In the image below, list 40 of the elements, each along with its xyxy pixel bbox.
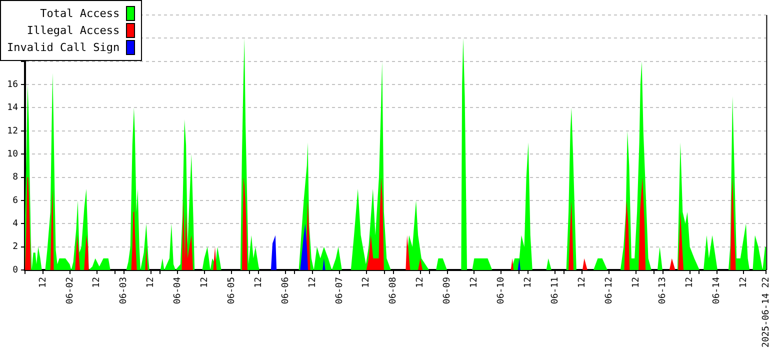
x-tick-label: 06-09	[442, 277, 453, 304]
x-tick-label: 12	[362, 277, 372, 288]
x-tick-label: 06-14	[712, 277, 722, 304]
y-tick-label: 14	[7, 103, 18, 114]
x-tick-label: 12	[523, 277, 534, 288]
x-tick-label: 06-05	[226, 277, 237, 304]
x-tick-label: 12	[577, 277, 588, 288]
x-tick-label: 06-03	[119, 277, 130, 304]
y-tick-label: 8	[12, 172, 18, 183]
x-tick-label: 06-07	[334, 277, 345, 304]
legend-label: Illegal Access	[26, 23, 120, 39]
legend-label: Total Access	[40, 6, 120, 22]
x-tick-label: 06-10	[496, 277, 507, 304]
y-tick-label: 10	[7, 149, 18, 160]
x-tick-label: 12	[38, 277, 48, 288]
x-tick-label: 12	[631, 277, 642, 288]
y-tick-label: 2	[12, 242, 18, 252]
x-tick-label: 06-08	[388, 277, 399, 304]
y-tick-label: 4	[12, 218, 18, 229]
y-tick-label: 6	[12, 196, 18, 206]
x-tick-label: 12	[254, 277, 264, 288]
y-tick-label: 0	[12, 265, 18, 276]
x-tick-label: 12	[200, 277, 210, 288]
y-tick-label: 16	[7, 80, 18, 90]
legend-label: Invalid Call Sign	[7, 40, 120, 56]
y-tick-label: 12	[7, 126, 18, 136]
x-tick-label: 06-04	[173, 277, 184, 304]
x-tick-label: 06-12	[604, 277, 614, 304]
x-tick-label: 12	[416, 277, 426, 288]
x-tick-label: 12	[308, 277, 318, 288]
x-tick-label: 06-13	[658, 277, 668, 304]
x-tick-label: 2025-06-14 22	[762, 277, 772, 348]
x-tick-label: 06-11	[550, 277, 560, 304]
x-tick-label: 12	[685, 277, 696, 288]
x-tick-label: 12	[92, 277, 102, 288]
x-tick-label: 06-06	[280, 277, 291, 304]
x-tick-label: 12	[470, 277, 480, 288]
x-tick-label: 06-02	[65, 277, 76, 304]
x-tick-label: 12	[146, 277, 156, 288]
x-tick-label: 12	[739, 277, 750, 288]
